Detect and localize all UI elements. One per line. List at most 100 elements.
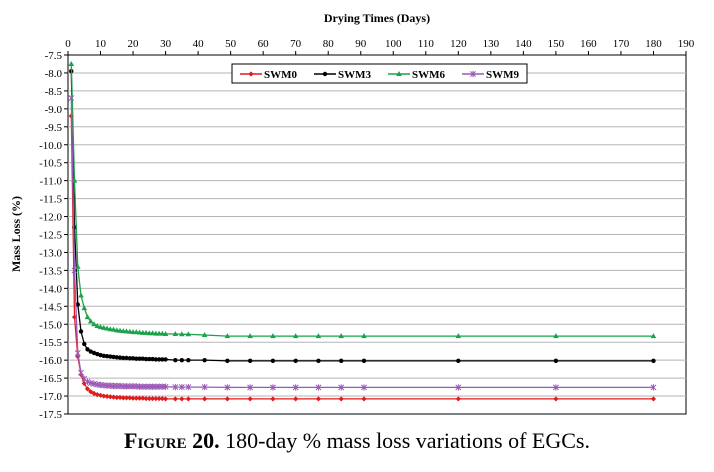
data-point	[84, 378, 91, 385]
legend-label: SWM6	[412, 69, 446, 81]
data-point	[315, 384, 322, 391]
y-tick-label: -17.5	[39, 409, 62, 421]
legend-item-swm9: SWM9	[462, 69, 520, 81]
data-point	[147, 356, 152, 362]
data-point	[150, 356, 155, 362]
data-point	[117, 355, 123, 360]
data-point	[156, 395, 162, 402]
data-point	[224, 333, 231, 339]
y-tick-label: -12.5	[39, 230, 62, 242]
data-point	[292, 384, 299, 391]
data-point	[78, 329, 84, 334]
y-tick-label: -10.0	[39, 140, 62, 152]
x-tick-label: 40	[193, 38, 205, 50]
data-point	[185, 396, 191, 402]
legend-marker	[248, 71, 254, 77]
x-tick-label: 10	[95, 38, 107, 50]
x-tick-label: 70	[290, 38, 302, 50]
data-point	[149, 395, 156, 402]
data-point	[146, 395, 152, 402]
data-point	[162, 396, 169, 402]
data-point	[78, 369, 84, 376]
data-point	[97, 392, 104, 398]
data-point	[130, 395, 136, 401]
data-point	[651, 358, 656, 364]
x-tick-label: 120	[450, 38, 467, 50]
data-point	[179, 357, 185, 363]
data-point	[338, 333, 345, 339]
data-point	[339, 358, 344, 364]
data-point	[338, 384, 345, 391]
data-point	[173, 357, 178, 363]
y-tick-label: -11.5	[39, 194, 62, 206]
data-point	[172, 330, 179, 336]
x-tick-label: 60	[258, 38, 270, 50]
data-point	[85, 347, 90, 352]
data-point	[455, 396, 461, 402]
data-point	[202, 357, 207, 363]
data-point	[110, 394, 117, 400]
data-point	[78, 292, 84, 298]
data-point	[127, 356, 132, 361]
data-point	[81, 380, 87, 387]
data-point	[225, 358, 230, 364]
data-point	[82, 341, 87, 347]
data-point	[74, 349, 81, 357]
data-point	[123, 395, 130, 401]
data-point	[87, 318, 94, 324]
data-point	[159, 395, 165, 402]
data-point	[108, 354, 113, 359]
data-point	[293, 396, 299, 402]
data-point	[75, 302, 80, 307]
data-point	[111, 354, 116, 360]
y-tick-label: -11.0	[39, 176, 62, 188]
data-point	[202, 396, 208, 402]
data-point	[104, 393, 110, 400]
data-point	[172, 383, 179, 391]
data-point	[107, 394, 113, 400]
data-point	[68, 94, 75, 102]
y-axis-title: Mass Loss (%)	[9, 196, 23, 272]
legend-item-swm3: SWM3	[314, 69, 372, 81]
legend: SWM0 SWM3 SWM6 SWM9	[231, 63, 528, 84]
data-point	[133, 395, 139, 401]
x-tick-label: 80	[323, 38, 335, 50]
data-point	[270, 358, 276, 364]
data-point	[361, 384, 367, 391]
data-point	[143, 395, 149, 402]
data-point	[153, 357, 159, 362]
data-point	[456, 358, 461, 364]
y-tick-label: -17.0	[39, 391, 62, 403]
data-point	[130, 356, 136, 361]
data-point	[270, 333, 276, 339]
x-tick-label: 130	[483, 38, 500, 50]
y-tick-label: -9.5	[45, 122, 63, 134]
data-point	[179, 396, 185, 402]
data-point	[136, 395, 143, 401]
mass-loss-chart: 0 10 20 30 40 50 60 70 80 90 100 110 120 130 140 150 160…	[9, 11, 695, 421]
y-tick-label: -7.5	[45, 50, 63, 62]
data-point	[104, 354, 110, 359]
data-point	[455, 333, 462, 339]
x-tick-label: 20	[128, 38, 140, 50]
data-point	[315, 333, 322, 339]
data-point	[143, 356, 149, 362]
data-point	[163, 357, 168, 362]
data-point	[74, 263, 81, 269]
data-point	[361, 358, 367, 364]
data-point	[552, 384, 559, 391]
x-tick-label: 140	[515, 38, 532, 50]
legend-marker	[396, 71, 402, 76]
data-point	[127, 395, 133, 401]
data-point	[120, 395, 126, 401]
x-tick-label: 50	[225, 38, 237, 50]
data-point	[650, 396, 657, 402]
data-point	[178, 383, 185, 391]
data-point	[553, 396, 559, 402]
y-axis-ticks: -7.5 -8.0 -8.5 -9.0 -9.5 -10.0 -10.5 -11.0 -11.5…	[39, 50, 68, 421]
y-tick-label: -9.0	[45, 104, 63, 116]
data-point	[104, 325, 110, 331]
legend-label: SWM3	[338, 69, 372, 81]
data-point	[361, 333, 367, 339]
y-tick-label: -14.0	[39, 283, 62, 295]
